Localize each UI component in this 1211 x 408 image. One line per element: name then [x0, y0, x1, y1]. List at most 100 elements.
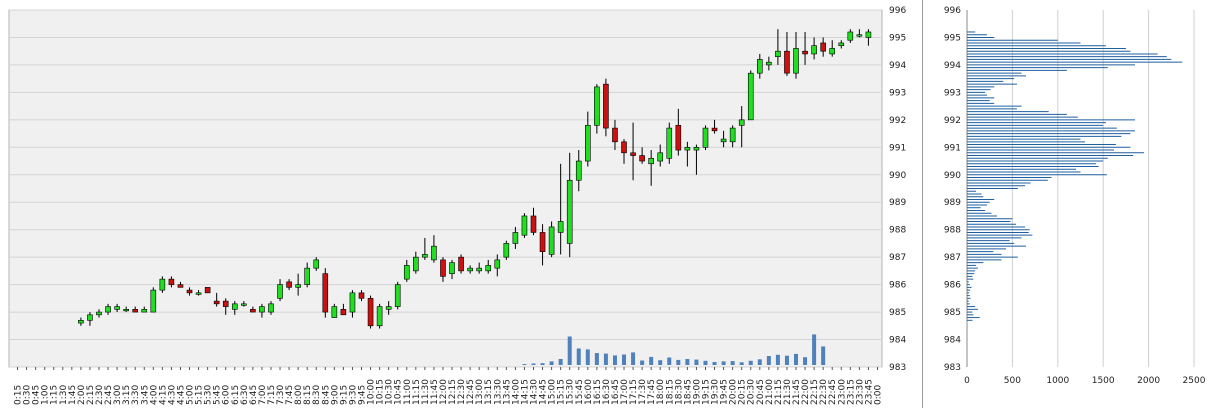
profile-volume-tick-label: 1500: [1092, 376, 1115, 386]
time-tick-label: 9:45: [358, 385, 368, 405]
volume-profile-price-axis: 983 984 985 986 987 988 989 990 991 992 993 994 995 9…: [944, 6, 961, 373]
time-tick-label: 21:45: [792, 379, 802, 405]
candle-body-down: [222, 300, 229, 307]
time-tick-label: 20:30: [747, 379, 757, 405]
time-tick-label: 5:45: [213, 385, 223, 405]
volume-bar: [567, 336, 572, 365]
candle-body-up: [295, 284, 301, 288]
candle-body-down: [711, 127, 718, 132]
price-tick-label: 988: [889, 226, 906, 236]
time-tick-label: 17:00: [620, 379, 630, 405]
volume-bar: [549, 361, 554, 365]
time-tick-label: 4:45: [176, 385, 186, 405]
candle-body-down: [820, 42, 826, 52]
candle-body-up: [657, 152, 664, 162]
candle-body-down: [177, 284, 184, 288]
profile-price-tick-label: 986: [944, 281, 961, 291]
volume-bar: [775, 354, 780, 365]
candle-body-up: [413, 256, 419, 272]
volume-bar: [712, 362, 717, 365]
profile-volume-tick-label: 2500: [1183, 376, 1206, 386]
time-tick-label: 3:45: [140, 385, 150, 405]
time-tick-label: 20:45: [756, 379, 766, 405]
candle-body-down: [367, 298, 374, 327]
volume-bar: [622, 354, 627, 365]
candle-body-up: [431, 245, 437, 261]
time-tick-label: 16:45: [611, 379, 621, 405]
time-tick-label: 10:30: [385, 379, 395, 405]
profile-price-tick-label: 989: [944, 198, 961, 208]
candle-body-up: [838, 42, 845, 46]
candle-body-down: [204, 287, 211, 294]
time-tick-label: 6:30: [240, 385, 250, 405]
time-tick-label: 15:15: [557, 379, 567, 405]
price-tick-label: 995: [889, 33, 906, 43]
volume-profile-chart: 983 984 985 986 987 988 989 990 991 992 993 994 995 9…: [944, 6, 1206, 386]
candle-body-down: [213, 300, 220, 305]
time-tick-label: 3:30: [131, 385, 141, 405]
volume-bar: [640, 360, 645, 365]
time-tick-label: 7:15: [267, 385, 277, 405]
candle-body-up: [87, 314, 93, 321]
panel-divider: [922, 0, 923, 408]
profile-price-tick-label: 987: [944, 253, 961, 263]
volume-bar: [649, 356, 654, 365]
time-tick-label: 22:45: [828, 379, 838, 405]
candle-body-up: [729, 127, 736, 143]
time-tick-label: 13:30: [493, 379, 503, 405]
volume-bar: [766, 356, 771, 365]
time-tick-label: 16:30: [602, 379, 612, 405]
volume-bar: [576, 348, 581, 365]
candle-body-up: [566, 179, 573, 244]
time-tick-label: 10:00: [367, 379, 377, 405]
time-tick-label: 9:30: [348, 385, 358, 405]
profile-price-tick-label: 996: [944, 6, 961, 16]
time-tick-label: 10:45: [394, 379, 404, 405]
time-tick-label: 20:15: [738, 379, 748, 405]
candle-body-down: [168, 278, 175, 285]
candle-body-up: [557, 221, 564, 233]
volume-bar: [748, 360, 753, 365]
volume-bar: [803, 357, 808, 365]
time-tick-label: 21:15: [774, 379, 784, 405]
time-tick-label: 18:30: [674, 379, 684, 405]
candle-body-down: [250, 309, 256, 313]
volume-bar: [658, 360, 663, 365]
candle-body-up: [259, 306, 265, 313]
candle-body-up: [693, 147, 700, 151]
price-chart: 983 984 985 986 987 988 989 990 991 992 993 994 995 9…: [8, 6, 906, 405]
time-tick-label: 14:45: [539, 379, 549, 405]
candle-body-up: [575, 160, 582, 181]
time-tick-label: 0:00: [873, 385, 883, 405]
candle-body-down: [621, 141, 627, 154]
candle-body-up: [775, 50, 781, 57]
candle-body-up: [684, 147, 691, 151]
time-tick-label: 16:00: [584, 379, 594, 405]
time-tick-label: 20:00: [729, 379, 739, 405]
time-tick-label: 14:00: [511, 379, 521, 405]
time-tick-label: 23:45: [864, 379, 874, 405]
time-tick-label: 8:45: [321, 385, 331, 405]
time-tick-label: 14:15: [520, 379, 530, 405]
time-tick-label: 8:30: [312, 385, 322, 405]
candle-body-up: [422, 254, 428, 258]
candle-body-up: [114, 306, 120, 310]
time-tick-label: 3:00: [113, 385, 123, 405]
candle-body-up: [756, 59, 763, 74]
volume-bar: [721, 361, 726, 365]
volume-bar: [784, 355, 789, 365]
time-tick-label: 3:15: [122, 385, 132, 405]
profile-volume-tick-label: 2000: [1137, 376, 1160, 386]
volume-bar: [612, 355, 617, 365]
profile-price-tick-label: 994: [944, 61, 961, 71]
volume-bars: [522, 334, 826, 365]
time-tick-label: 22:15: [810, 379, 820, 405]
volume-bar: [703, 360, 708, 365]
time-tick-label: 19:30: [711, 379, 721, 405]
candle-body-up: [467, 267, 473, 272]
time-tick-label: 4:15: [158, 385, 168, 405]
time-tick-label: 6:00: [222, 385, 232, 405]
candle-body-up: [548, 226, 555, 255]
time-tick-label: 13:45: [502, 379, 512, 405]
time-tick-label: 23:15: [846, 379, 856, 405]
